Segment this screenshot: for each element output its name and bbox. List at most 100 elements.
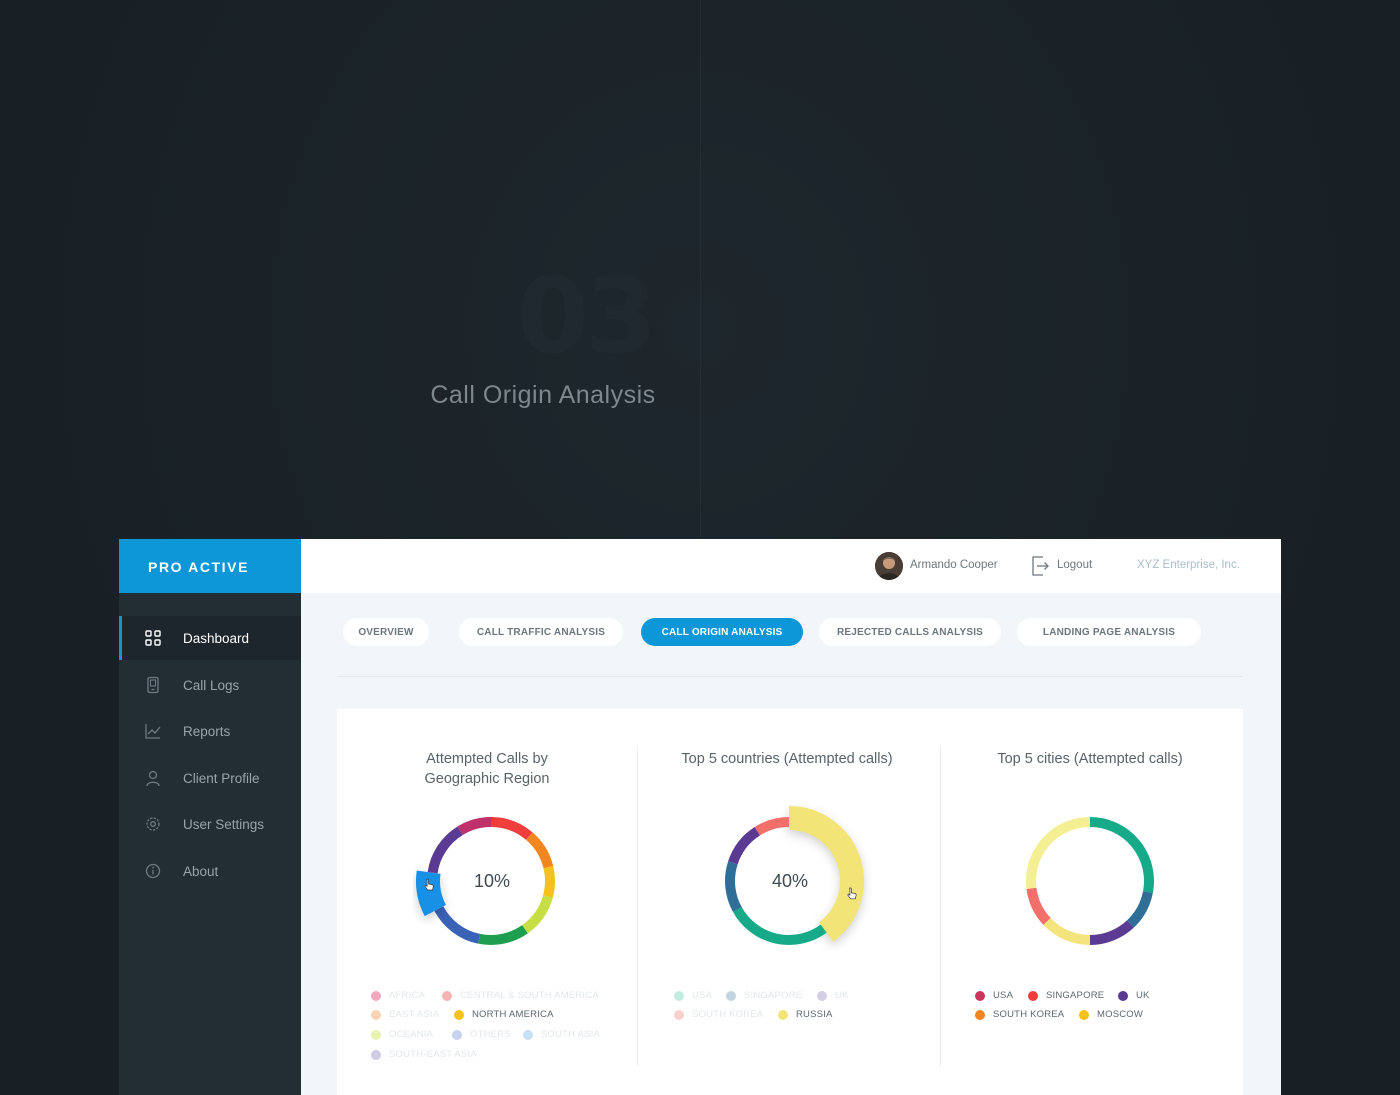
tab-overview[interactable]: OVERVIEW [343, 618, 429, 646]
legend-swatch [452, 1029, 462, 1040]
sidebar-item-client-profile[interactable]: Client Profile [119, 756, 301, 800]
donut-segment[interactable] [427, 826, 463, 874]
brand-logo[interactable]: PRO ACTIVE [119, 539, 301, 593]
section-title: Call Origin Analysis [430, 381, 656, 409]
legend-item[interactable]: MOSCOW [1079, 1009, 1143, 1020]
user-icon [146, 770, 160, 787]
legend-item[interactable]: EAST ASIA [371, 1009, 439, 1020]
phone-icon [147, 676, 159, 694]
legend-item[interactable]: AFRICA [371, 990, 425, 1001]
legend-item[interactable]: OCEANIA [371, 1029, 433, 1040]
sidebar-item-reports[interactable]: Reports [119, 709, 301, 753]
legend-label: OTHERS [470, 1029, 511, 1040]
legend-item[interactable]: NORTH AMERICA [454, 1009, 554, 1020]
legend-item[interactable]: SOUTH KOREA [674, 1009, 763, 1020]
legend-item[interactable]: RUSSIA [778, 1009, 833, 1020]
donut-segment[interactable] [1089, 817, 1154, 893]
legend-swatch [1079, 1009, 1089, 1020]
legend-item[interactable]: SINGAPORE [726, 990, 802, 1001]
donut-chart-regions[interactable]: 10% [413, 809, 573, 959]
sidebar: Dashboard Call Logs Reports Client Profi… [119, 593, 301, 1095]
donut-segment-singapore[interactable] [725, 861, 742, 912]
donut-center-label: 10% [474, 871, 510, 891]
donut-chart-countries[interactable]: 40% [712, 804, 872, 959]
legend-swatch [1118, 990, 1128, 1001]
legend-item[interactable]: CENTRAL & SOUTH AMERICA [442, 990, 599, 1001]
donut-segment[interactable] [1089, 920, 1134, 945]
donut-segment-oceania[interactable] [521, 895, 553, 934]
donut-segment-south-korea[interactable] [754, 817, 790, 836]
legend-item[interactable]: UK [817, 990, 849, 1001]
app-window: PRO ACTIVE Dashboard Call Logs [119, 539, 1281, 1095]
donut-chart-cities[interactable] [1016, 809, 1166, 954]
chart-title-line: Geographic Region [424, 771, 550, 787]
legend-swatch [975, 990, 985, 1001]
donut-segment-russia[interactable] [788, 806, 864, 942]
legend-label: RUSSIA [796, 1009, 833, 1020]
logout-button[interactable]: Logout [1031, 555, 1111, 577]
donut-segment-usa[interactable] [732, 906, 827, 945]
legend-swatch [1028, 990, 1038, 1001]
chart-title-cities: Top 5 cities (Attempted calls) [997, 751, 1183, 767]
donut-segment-others[interactable] [543, 866, 555, 898]
line-chart-icon [145, 724, 161, 739]
legend-label: USA [692, 990, 713, 1001]
tab-call-origin-analysis[interactable]: CALL ORIGIN ANALYSIS [641, 618, 803, 646]
sidebar-item-label: Dashboard [183, 630, 250, 646]
donut-segment[interactable] [1126, 890, 1153, 928]
legend-item[interactable]: SOUTH ASIA [523, 1029, 600, 1040]
donut-segment-north-america[interactable] [416, 870, 447, 917]
tab-landing-page-analysis[interactable]: LANDING PAGE ANALYSIS [1017, 618, 1201, 646]
tab-rejected-calls-analysis[interactable]: REJECTED CALLS ANALYSIS [819, 618, 1001, 646]
legend-swatch [975, 1009, 985, 1020]
chart-title-line: Attempted Calls by [426, 751, 548, 767]
legend-swatch [726, 990, 736, 1001]
donut-segment[interactable] [1026, 817, 1091, 890]
user-name[interactable]: Armando Cooper [910, 559, 998, 571]
column-divider [637, 746, 638, 1066]
legend-label: SOUTH KOREA [692, 1009, 764, 1020]
legend-label: SINGAPORE [1046, 990, 1105, 1001]
legend-label: EAST ASIA [389, 1009, 440, 1020]
legend-label: UK [835, 990, 849, 1001]
sidebar-item-dashboard[interactable]: Dashboard [119, 616, 301, 660]
chart-title-countries: Top 5 countries (Attempted calls) [681, 751, 893, 767]
sidebar-item-about[interactable]: About [119, 849, 301, 893]
donut-segment-central-south-america[interactable] [491, 817, 533, 841]
legend-swatch [371, 990, 381, 1001]
legend-item[interactable]: USA [674, 990, 712, 1001]
logout-label: Logout [1057, 559, 1093, 571]
sidebar-item-call-logs[interactable]: Call Logs [119, 663, 301, 707]
sidebar-item-label: User Settings [183, 816, 265, 832]
donut-segment-africa[interactable] [457, 817, 493, 836]
legend-item[interactable]: USA [975, 990, 1013, 1001]
legend-swatch [371, 1029, 381, 1040]
top-bar: Armando Cooper Logout XYZ Enterprise, In… [301, 539, 1281, 593]
grid-icon [145, 630, 161, 646]
legend-label: SINGAPORE [744, 990, 803, 1001]
sidebar-item-label: Reports [183, 723, 231, 739]
legend-item[interactable]: SOUTH-EAST ASIA [371, 1049, 477, 1060]
legend-label: USA [993, 990, 1014, 1001]
donut-segment-uk[interactable] [728, 826, 761, 865]
donut-segment-east-asia[interactable] [525, 832, 554, 869]
legend-item[interactable]: SOUTH KOREA [975, 1009, 1064, 1020]
legend-item[interactable]: UK [1118, 990, 1150, 1001]
legend-swatch [817, 990, 827, 1001]
donut-segment[interactable] [1026, 887, 1051, 925]
donut-segment-south-asia[interactable] [478, 925, 528, 945]
chart-title-regions: Attempted Calls by Geographic Region [377, 749, 597, 789]
legend-swatch [371, 1049, 381, 1060]
legend-swatch [442, 990, 452, 1001]
legend-swatch [371, 1009, 381, 1020]
pointer-cursor-icon [424, 878, 434, 891]
legend-item[interactable]: OTHERS [452, 1029, 511, 1040]
sidebar-item-user-settings[interactable]: User Settings [119, 802, 301, 846]
sidebar-item-label: About [183, 863, 219, 879]
donut-segment-south-east-asia[interactable] [434, 906, 481, 944]
tab-call-traffic-analysis[interactable]: CALL TRAFFIC ANALYSIS [459, 618, 623, 646]
pointer-cursor-icon [847, 887, 857, 900]
donut-segment[interactable] [1043, 917, 1091, 945]
legend-item[interactable]: SINGAPORE [1028, 990, 1104, 1001]
avatar[interactable] [875, 552, 903, 580]
